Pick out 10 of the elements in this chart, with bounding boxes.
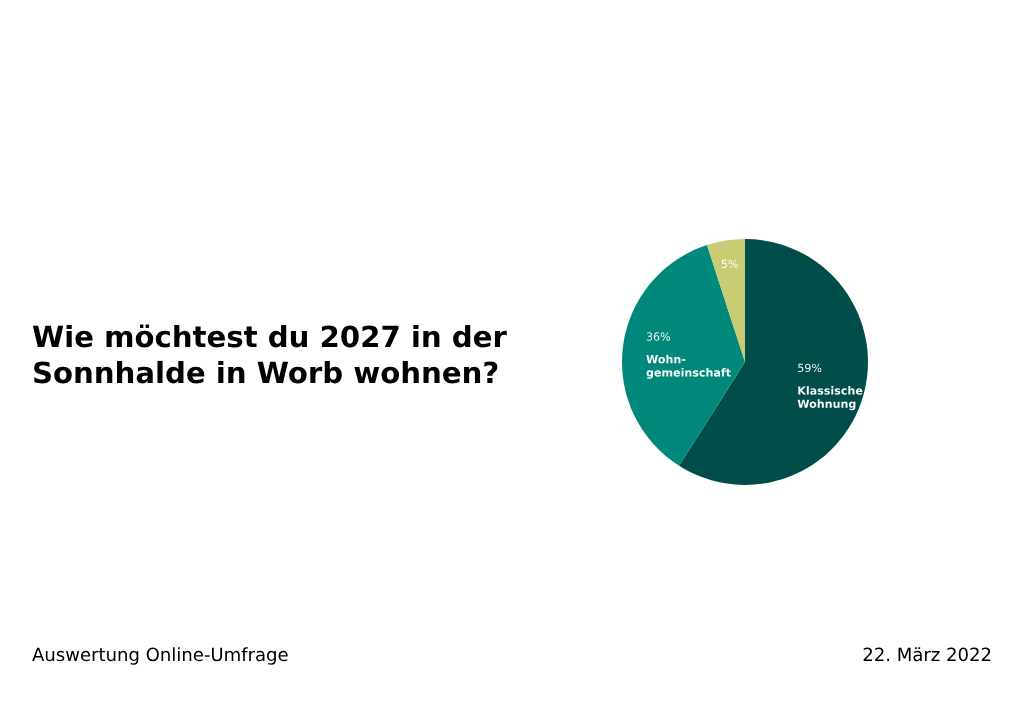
data-label: 36% — [646, 332, 671, 341]
slice-label: Wohn- gemeinschaft — [646, 354, 731, 379]
pie-slice — [706, 239, 745, 362]
slice-label: Klassische Wohnung — [797, 386, 863, 411]
text: Auswertung Online-Umfrage — [32, 647, 288, 665]
pie-slice — [622, 245, 745, 466]
text: Wie möchtest du 2027 in der Sonnhalde in Worb wohnen? — [32, 324, 507, 384]
text: 22. März 2022 — [863, 647, 991, 662]
data-label: 5% — [721, 259, 738, 269]
data-label: 59% — [798, 363, 822, 373]
